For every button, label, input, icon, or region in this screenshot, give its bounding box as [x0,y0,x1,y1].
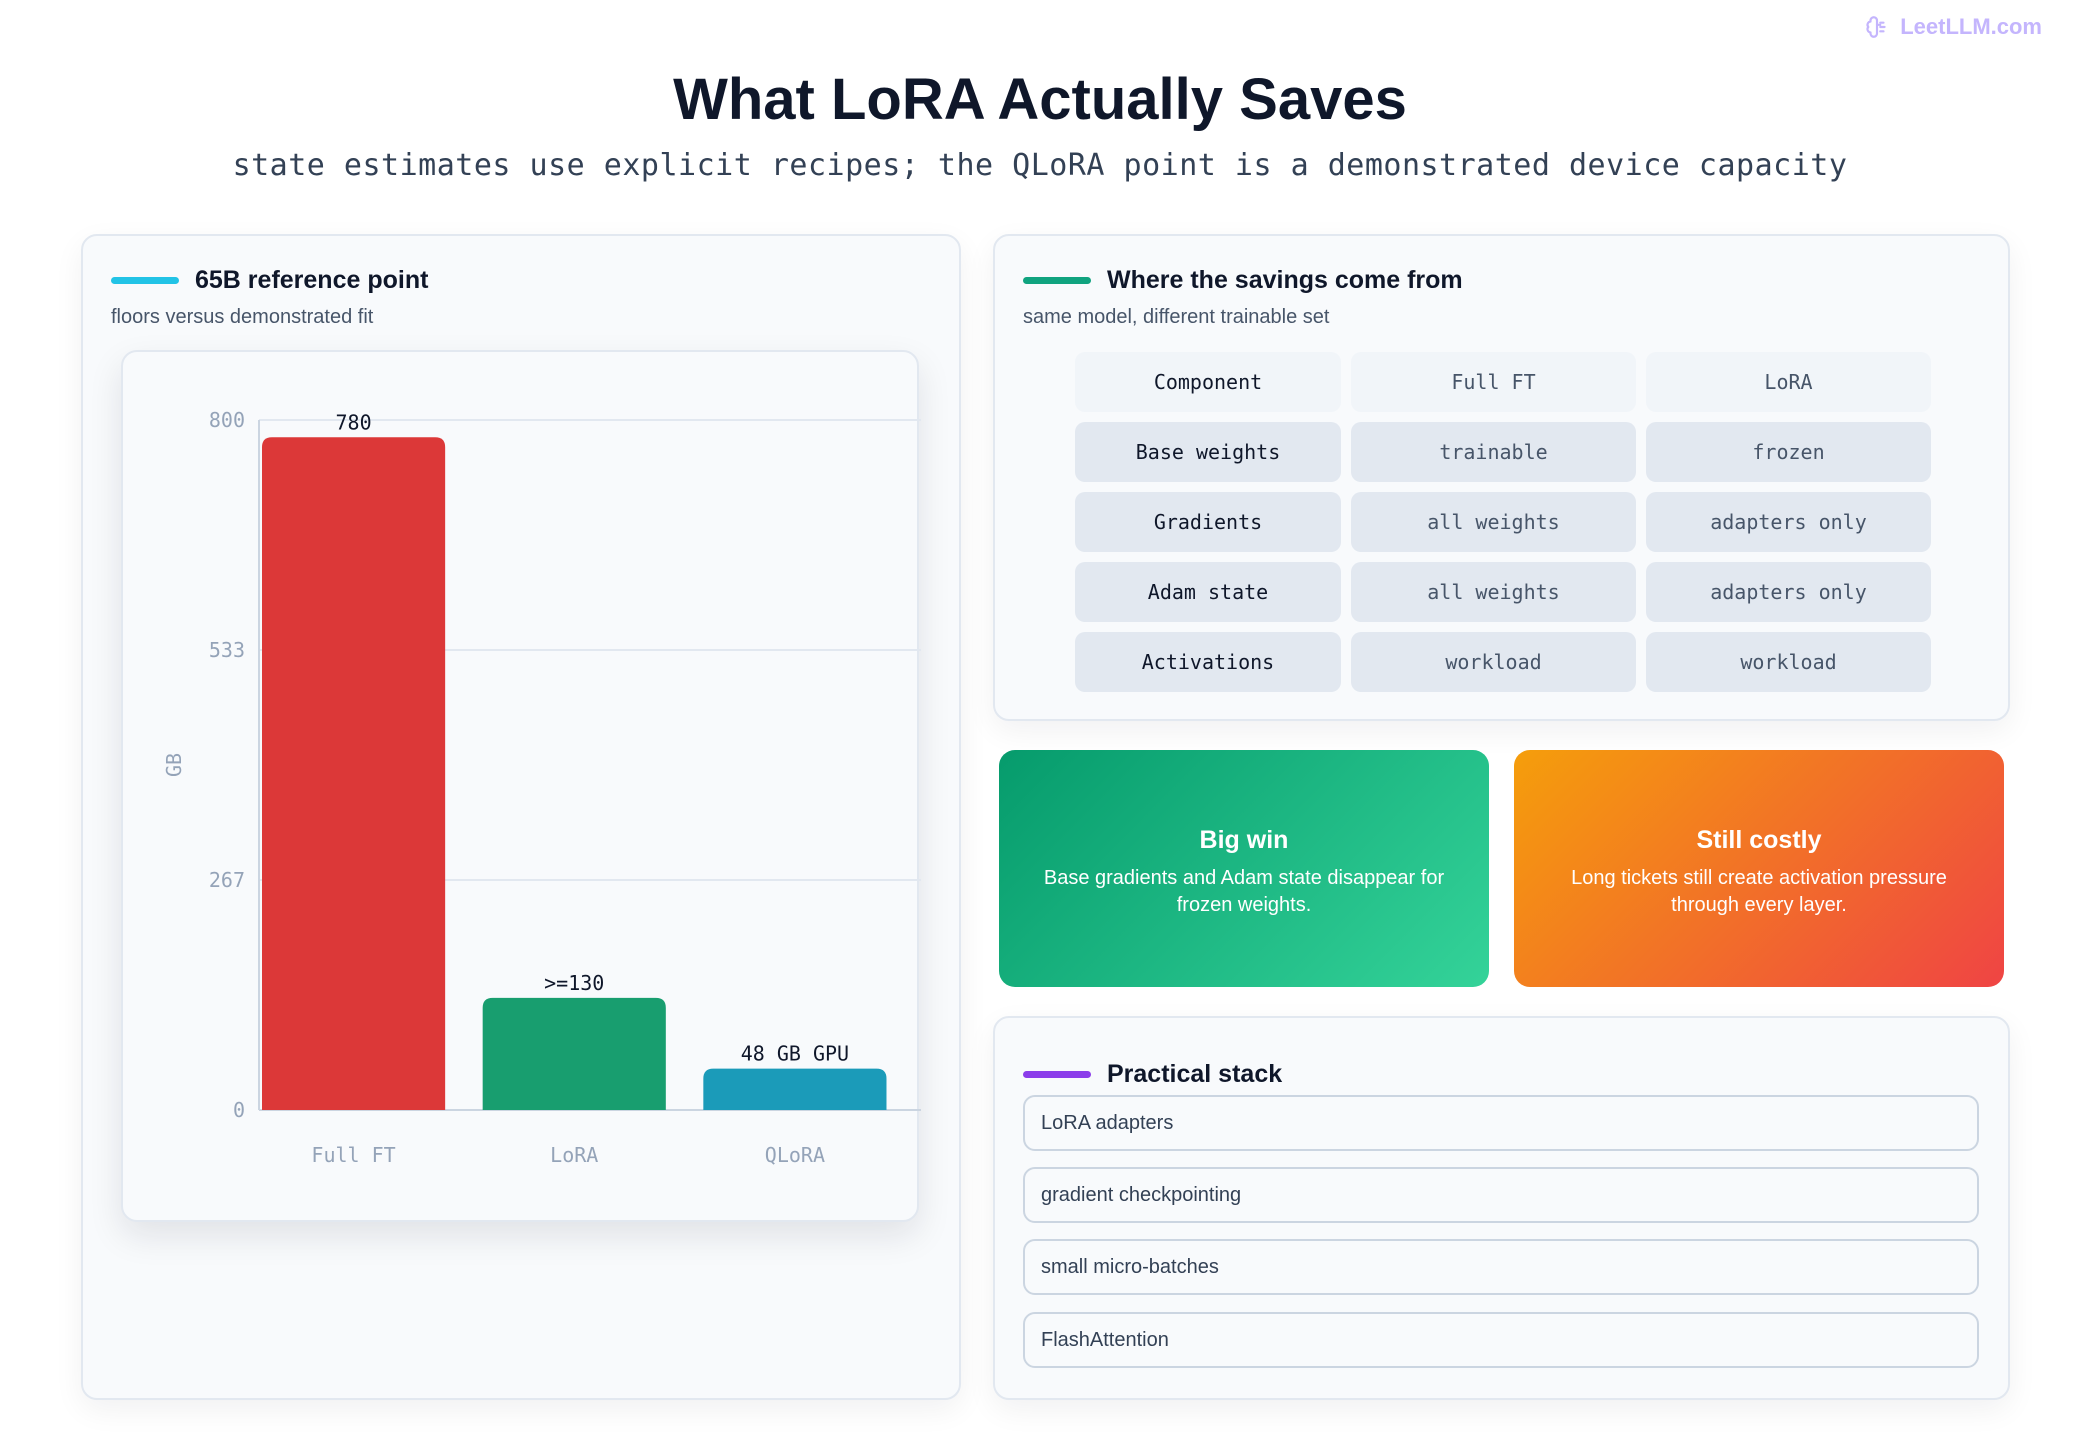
table-header-full-ft: Full FT [1351,352,1636,412]
data-label: >=130 [544,971,604,995]
savings-panel: Where the savings come from same model, … [993,234,2010,721]
stack-panel-header: Practical stack [1023,1060,1282,1089]
big-win-text: Base gradients and Adam state disappear … [1043,867,1445,916]
table-row-label: Base weights [1075,422,1341,482]
table-cell: trainable [1351,422,1636,482]
brand-text: LeetLLM.com [1900,14,2042,39]
savings-panel-accent [1023,277,1091,284]
chart-card: 0 267 533 800 GB 780 Full FT >=130 LoRA 48 GB GPU… [121,350,921,1222]
y-tick-label: 0 [233,1098,245,1122]
table-cell: workload [1646,632,1931,692]
big-win-card: Big win Base gradients and Adam state di… [999,750,1489,987]
stack-panel-accent [1023,1071,1091,1078]
table-row-label: Activations [1075,632,1341,692]
table-cell: adapters only [1646,492,1931,552]
x-tick-label: LoRA [550,1143,598,1167]
data-label: 780 [336,410,372,434]
table-cell: all weights [1351,562,1636,622]
brand-logo[interactable]: LeetLLM.com [1864,14,2042,40]
table-cell: workload [1351,632,1636,692]
chart-panel-title: 65B reference point [195,266,429,294]
table-row-label: Gradients [1075,492,1341,552]
table-cell: all weights [1351,492,1636,552]
stack-item: LoRA adapters [1023,1095,1979,1151]
stack-item: gradient checkpointing [1023,1167,1979,1223]
brain-icon [1866,16,1886,38]
bar-lora [482,997,666,1110]
still-costly-card: Still costly Long tickets still create a… [1514,750,2004,987]
bar-chart: 0 267 533 800 GB 780 Full FT >=130 LoRA 48 GB GPU… [162,408,921,1167]
stack-item: FlashAttention [1023,1312,1979,1368]
still-costly-title: Still costly [1696,826,1822,854]
table-header-component: Component [1075,352,1341,412]
chart-panel-subtitle: floors versus demonstrated fit [111,306,374,328]
bar-full-ft [262,437,446,1110]
chart-panel-header: 65B reference point [111,266,428,295]
stack-panel-title: Practical stack [1107,1060,1283,1088]
page-subtitle: state estimates use explicit recipes; th… [232,148,1848,183]
table-cell: frozen [1646,422,1931,482]
y-axis-label: GB [162,753,186,777]
savings-panel-subtitle: same model, different trainable set [1023,306,1330,328]
table-row-label: Adam state [1075,562,1341,622]
stack-panel: Practical stack LoRA adapters gradient c… [993,1016,2010,1400]
y-tick-label: 267 [209,868,245,892]
bar-qlora [703,1068,887,1110]
table-header-lora: LoRA [1646,352,1931,412]
y-tick-label: 533 [209,638,245,662]
x-tick-label: QLoRA [765,1143,825,1167]
savings-panel-title: Where the savings come from [1107,266,1463,294]
savings-panel-header: Where the savings come from [1023,266,1463,295]
big-win-title: Big win [1199,826,1289,854]
page-title: What LoRA Actually Saves [673,67,1407,132]
y-tick-label: 800 [209,408,245,432]
still-costly-text: Long tickets still create activation pre… [1571,867,1947,916]
chart-panel-accent [111,277,179,284]
data-label: 48 GB GPU [741,1042,849,1066]
table-cell: adapters only [1646,562,1931,622]
x-tick-label: Full FT [311,1143,395,1167]
stack-item: small micro-batches [1023,1239,1979,1295]
